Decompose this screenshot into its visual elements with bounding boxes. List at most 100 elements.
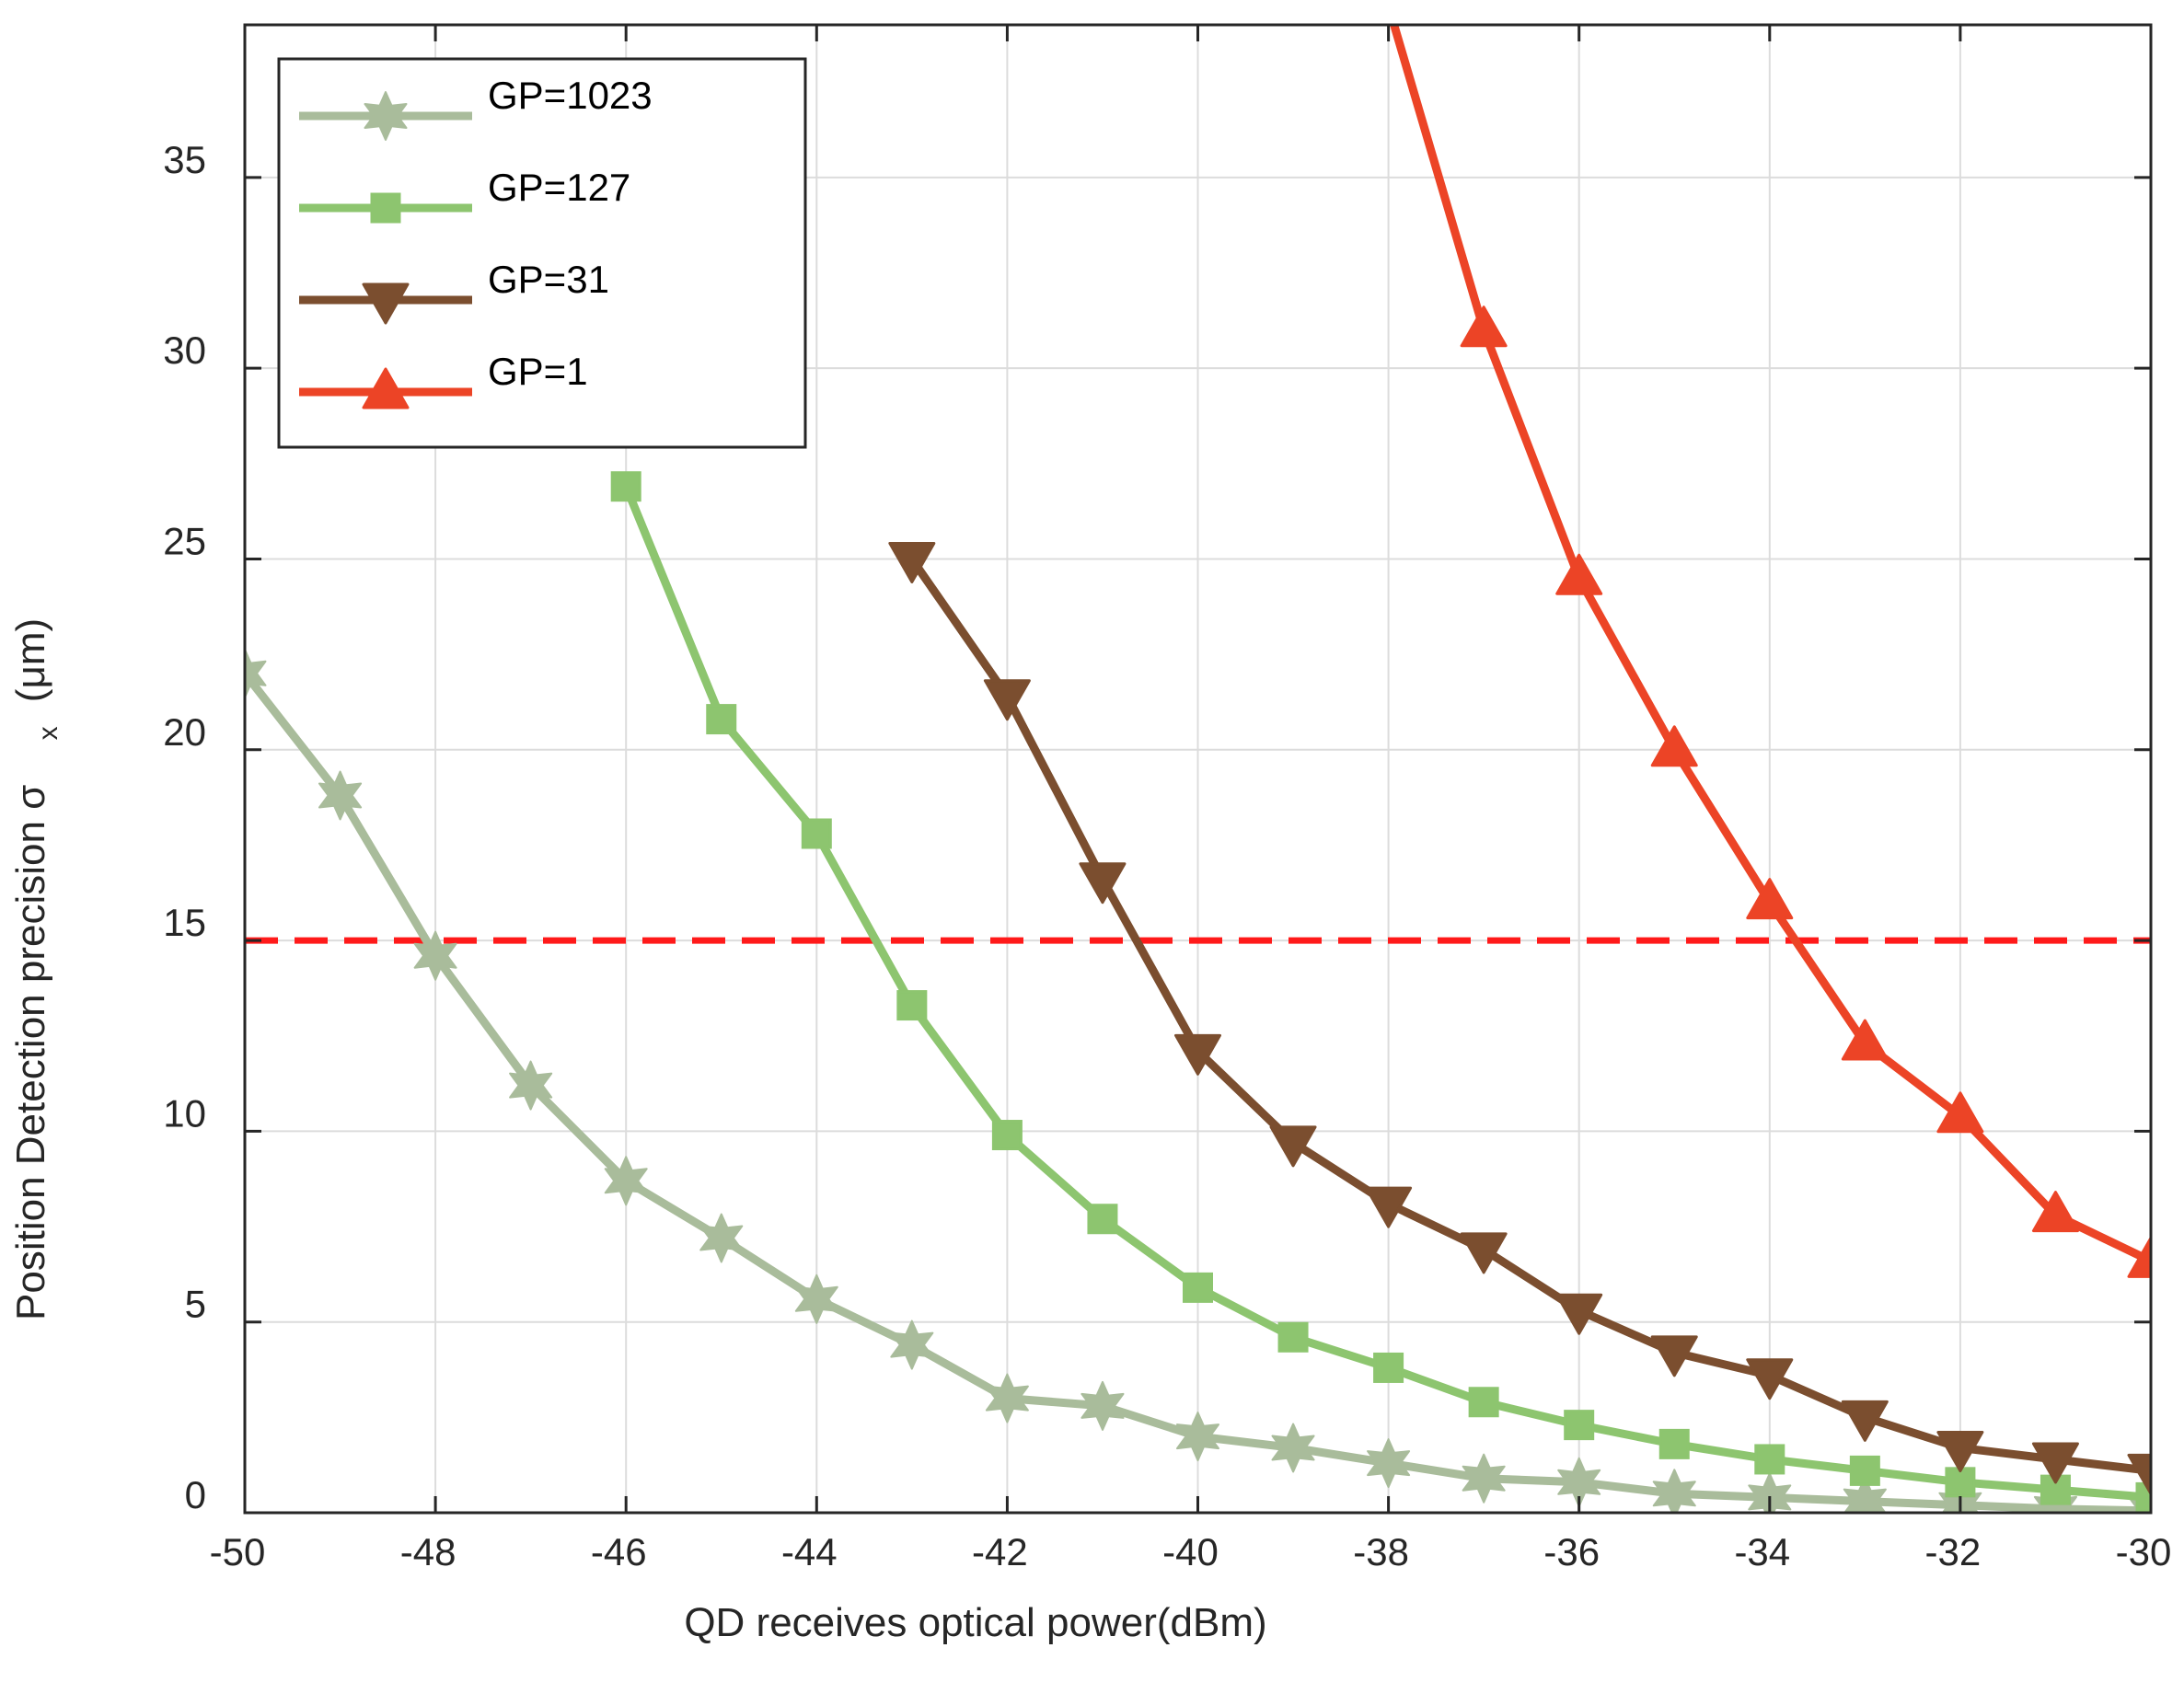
x-tick-label: -42 [972,1530,1028,1573]
ticks: -50 -48 -46 -44 -42 -40 -38 -36 -34 -32 -30 0 5 10 15 2… [163,25,2171,1573]
y-tick-label: 5 [185,1283,206,1326]
data-point [890,1319,934,1370]
data-point [1650,725,1698,767]
data-point [610,471,641,502]
data-point [1365,1186,1413,1228]
data-point [1269,1125,1317,1168]
data-point [245,648,267,698]
legend-label: GP=127 [488,166,630,209]
data-point [699,1213,744,1263]
series-gp-127 [610,471,2151,1513]
data-point [1841,1400,1889,1442]
data-point [1460,1232,1508,1274]
x-tick-label: -46 [591,1530,647,1573]
data-point [1564,1410,1595,1441]
series-gp-1 [1367,0,2151,1278]
x-tick-label: -50 [210,1530,266,1573]
data-point [2031,1191,2079,1233]
data-point [413,930,457,981]
data-point [1936,1431,1984,1473]
data-point [1271,1423,1315,1473]
x-tick-label: -40 [1162,1530,1219,1573]
data-point [1652,1469,1696,1513]
data-point [2127,1453,2151,1495]
x-tick-label: -44 [781,1530,838,1573]
data-point [985,1373,1029,1423]
data-point [1460,305,1508,348]
data-point [1650,1335,1698,1377]
data-point [1183,1272,1213,1303]
y-tick-label: 15 [163,901,206,944]
data-point [801,818,832,849]
data-point [2135,1481,2151,1513]
data-point [1174,1033,1221,1076]
y-tick-label: 30 [163,328,206,372]
data-point [1754,1444,1785,1475]
y-tick-label: 20 [163,710,206,754]
data-point [2127,1236,2151,1278]
x-axis-label: QD receives optical power(dBm) [684,1600,1266,1645]
legend-label: GP=1 [488,350,588,393]
x-tick-label: -34 [1734,1530,1790,1573]
y-axis-label: Position Detection precision σ x (μm) [8,618,66,1320]
y-axis-label-subscript: x [33,726,64,740]
y-axis-label-main: Position Detection precision σ [8,785,53,1320]
y-axis-label-unit: (μm) [8,618,53,702]
legend-marker [362,282,410,325]
data-point [1176,1412,1219,1462]
x-tick-label: -30 [2116,1530,2172,1573]
data-point [991,1120,1023,1151]
data-point [1277,1321,1309,1353]
legend-marker [364,91,408,141]
data-point [1841,1019,1889,1061]
legend-entry: GP=31 [299,258,609,325]
x-tick-label: -32 [1925,1530,1982,1573]
data-point [1373,1352,1404,1383]
legend-box [277,57,807,449]
legend-label: GP=31 [488,258,609,301]
y-tick-label: 10 [163,1091,206,1135]
legend-entry: GP=1023 [299,74,653,141]
x-tick-label: -38 [1353,1530,1409,1573]
data-point [1658,1428,1690,1459]
data-point [509,1060,553,1111]
data-point [1367,0,1411,21]
y-tick-label: 25 [163,519,206,562]
data-point [1555,553,1603,595]
y-tick-label: 0 [185,1473,206,1516]
x-tick-label: -36 [1543,1530,1600,1573]
series-group [245,0,2151,1513]
data-point [1079,862,1127,905]
x-tick-label: -48 [400,1530,456,1573]
data-point [1748,1472,1792,1513]
data-point [1746,878,1794,920]
data-point [706,704,737,735]
data-point [318,770,363,821]
data-point [604,1156,648,1206]
legend: GP=1023 GP=127 GP=31 GP=1 [277,57,807,449]
data-point [2031,1442,2079,1484]
data-point [1849,1455,1880,1486]
legend-entry: GP=1 [299,350,588,409]
data-point [1555,1293,1603,1335]
series-gp-31 [888,541,2151,1495]
y-axis-label-group: Position Detection precision σ x (μm) [8,618,66,1320]
legend-entry: GP=127 [299,166,630,224]
data-point [1468,1387,1499,1418]
y-tick-label: 35 [163,138,206,181]
data-point [1367,1438,1411,1489]
data-point [1945,1467,1976,1498]
legend-label: GP=1023 [488,74,653,117]
legend-marker [362,367,410,409]
data-point [1746,1358,1794,1400]
data-point [1843,1476,1887,1513]
data-point [888,541,936,583]
data-point [1936,1091,1984,1134]
data-point [1462,1453,1506,1504]
data-point [1080,1380,1125,1431]
data-point [983,679,1031,721]
data-point [794,1273,838,1324]
data-point [1087,1204,1118,1235]
legend-marker [370,192,401,224]
